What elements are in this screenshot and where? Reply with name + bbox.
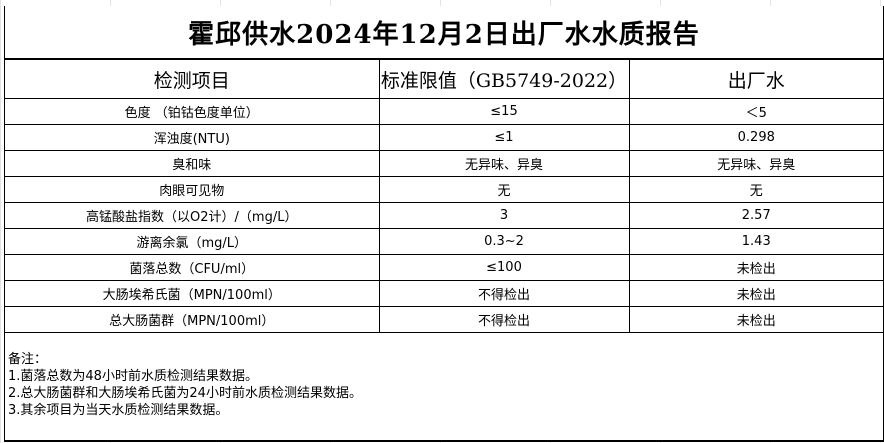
- cell-standard: 无: [378, 176, 630, 203]
- cell-result: 未检出: [628, 280, 883, 307]
- report-title: 霍邱供水2024年12月2日出厂水水质报告: [5, 6, 883, 59]
- cell-standard: ≤15: [378, 98, 630, 125]
- header-standard: 标准限值（GB5749-2022）: [378, 59, 630, 99]
- table-row: 菌落总数（CFU/ml） ≤100 未检出: [5, 254, 883, 281]
- cell-item: 游离余氯（mg/L）: [5, 228, 380, 255]
- water-quality-report: 霍邱供水2024年12月2日出厂水水质报告 检测项目 标准限值（GB5749-2…: [4, 6, 884, 442]
- report-table: 检测项目 标准限值（GB5749-2022） 出厂水 色度 （铂钴色度单位） ≤1…: [5, 59, 883, 333]
- table-row: 总大肠菌群（MPN/100ml） 不得检出 未检出: [5, 306, 883, 333]
- table-row: 色度 （铂钴色度单位） ≤15 ＜5: [5, 98, 883, 125]
- cell-standard: 3: [378, 202, 630, 229]
- cell-result: 1.43: [628, 228, 883, 255]
- cell-result: 0.298: [628, 124, 883, 151]
- table-row: 肉眼可见物无无: [5, 176, 883, 203]
- cell-item: 菌落总数（CFU/ml）: [5, 254, 380, 281]
- cell-item: 肉眼可见物: [5, 176, 380, 203]
- notes: 备注： 1.菌落总数为48小时前水质检测结果数据。 2.总大肠菌群和大肠埃希氏菌…: [5, 333, 883, 419]
- note-line: 1.菌落总数为48小时前水质检测结果数据。: [8, 369, 258, 384]
- table-row: 高锰酸盐指数（以O2计）/（mg/L） 3 2.57: [5, 202, 883, 229]
- header-row: 检测项目 标准限值（GB5749-2022） 出厂水: [5, 59, 883, 99]
- cell-item: 高锰酸盐指数（以O2计）/（mg/L）: [5, 202, 380, 229]
- cell-result: 未检出: [628, 254, 883, 281]
- header-factory-water: 出厂水: [628, 59, 883, 99]
- cell-item: 浑浊度(NTU): [5, 124, 380, 151]
- cell-item: 色度 （铂钴色度单位）: [5, 98, 380, 125]
- table-row: 大肠埃希氏菌（MPN/100ml） 不得检出 未检出: [5, 280, 883, 307]
- note-line: 3.其余项目为当天水质检测结果数据。: [8, 403, 229, 418]
- cell-result: 无: [628, 176, 883, 203]
- table-row: 臭和味 无异味、异臭 无异味、异臭: [5, 150, 883, 177]
- cell-standard: 不得检出: [378, 306, 630, 333]
- cell-standard: 0.3~2: [378, 228, 630, 255]
- cell-standard: ≤100: [378, 254, 630, 281]
- notes-heading: 备注：: [8, 352, 48, 367]
- cell-result: 未检出: [628, 306, 883, 333]
- cell-result: ＜5: [628, 98, 883, 125]
- cell-standard: ≤1: [378, 124, 630, 151]
- header-item: 检测项目: [5, 59, 380, 99]
- cell-standard: 无异味、异臭: [378, 150, 630, 177]
- cell-standard: 不得检出: [378, 280, 630, 307]
- note-line: 2.总大肠菌群和大肠埃希氏菌为24小时前水质检测结果数据。: [8, 386, 362, 401]
- cell-item: 总大肠菌群（MPN/100ml）: [5, 306, 380, 333]
- table-row: 浑浊度(NTU) ≤1 0.298: [5, 124, 883, 151]
- cell-item: 臭和味: [5, 150, 380, 177]
- cell-result: 2.57: [628, 202, 883, 229]
- cell-result: 无异味、异臭: [628, 150, 883, 177]
- cell-item: 大肠埃希氏菌（MPN/100ml）: [5, 280, 380, 307]
- table-row: 游离余氯（mg/L） 0.3~2 1.43: [5, 228, 883, 255]
